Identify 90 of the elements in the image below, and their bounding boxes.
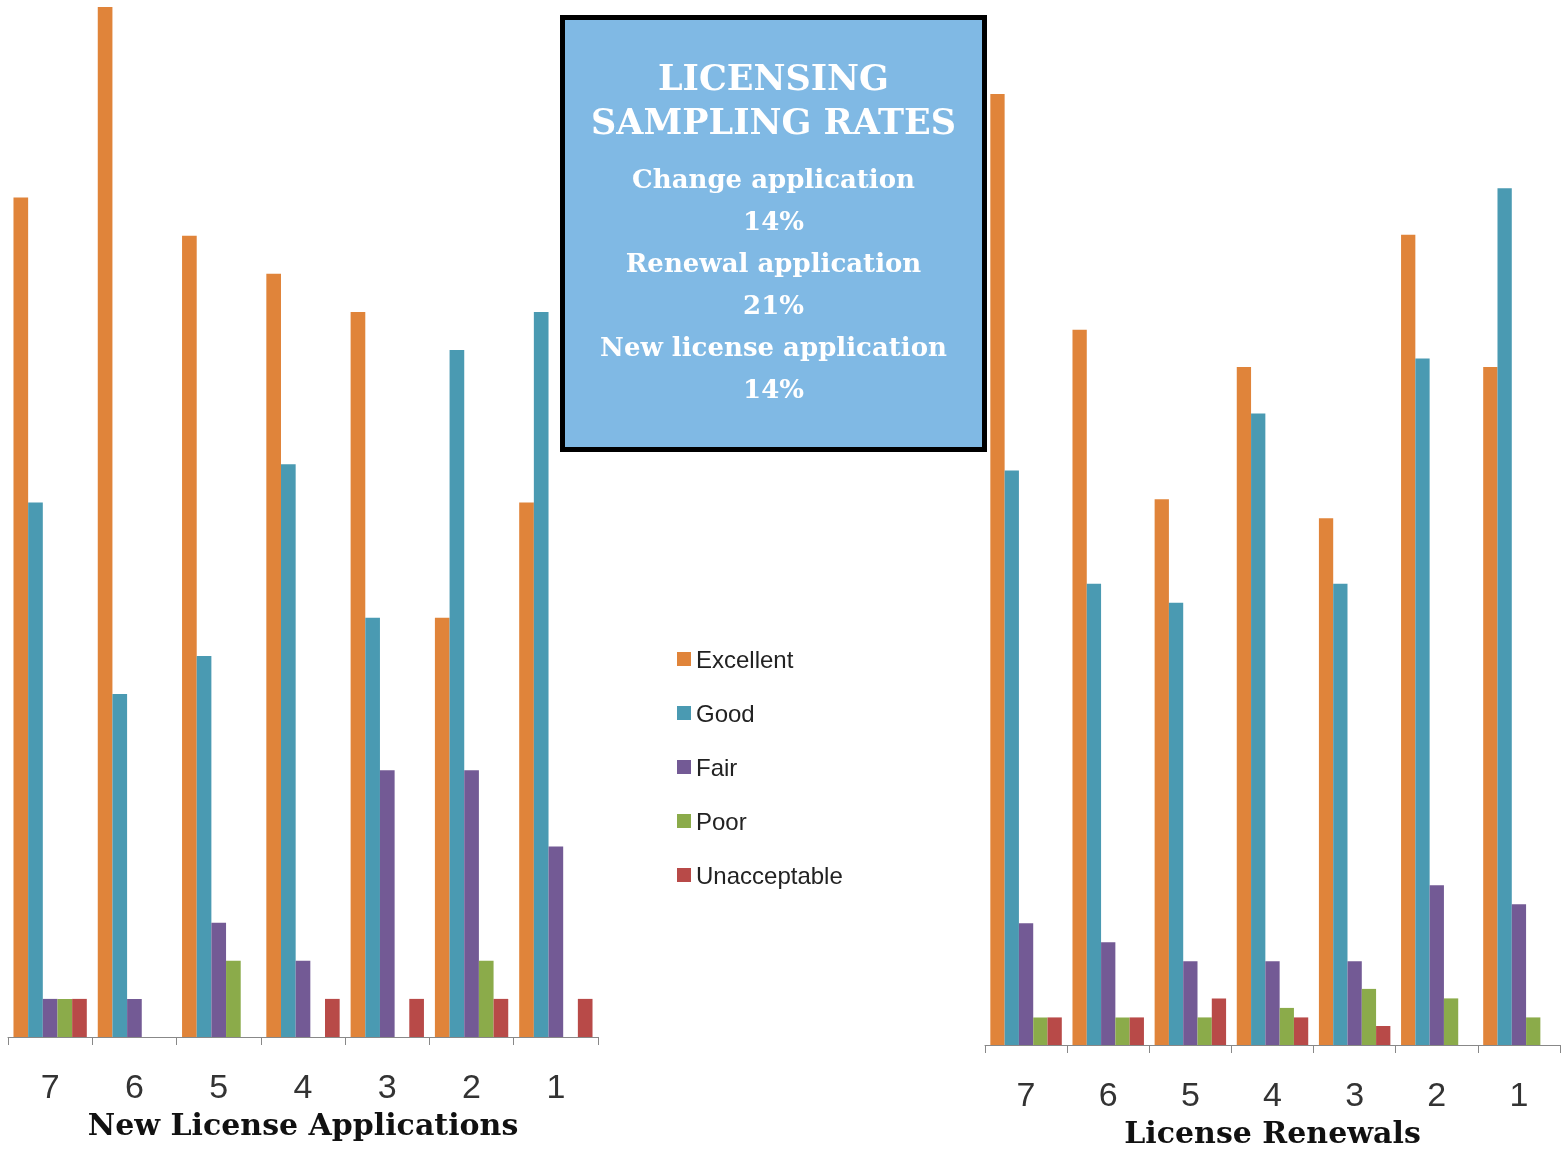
bar	[1511, 904, 1527, 1045]
legend-label: Poor	[696, 807, 747, 835]
bar	[72, 998, 87, 1037]
bar	[1154, 499, 1169, 1045]
bar	[1004, 470, 1019, 1045]
x-tick-label: 7	[1016, 1075, 1036, 1113]
bar	[1293, 1017, 1309, 1045]
bar	[548, 846, 564, 1037]
text: LICENSING SAMPLING RATES	[590, 56, 957, 144]
bar	[1236, 366, 1252, 1045]
legend-label: Good	[696, 699, 755, 727]
x-tick-label: 6	[124, 1067, 144, 1105]
bar	[1526, 1017, 1541, 1045]
bar	[1211, 998, 1227, 1045]
bar	[434, 617, 450, 1037]
text: 14%	[742, 373, 805, 406]
bar	[13, 197, 29, 1037]
bar	[57, 998, 73, 1037]
bar	[281, 464, 296, 1037]
bar	[1265, 961, 1280, 1045]
bar	[28, 502, 43, 1037]
x-tick-label: 5	[1180, 1075, 1200, 1113]
x-axis-title: New License Applications	[87, 1106, 519, 1142]
bar	[464, 770, 479, 1037]
legend-label: Unacceptable	[696, 861, 843, 889]
bar	[379, 770, 395, 1037]
legend-label: Fair	[696, 753, 738, 781]
bar	[1376, 1025, 1391, 1045]
text: 14%	[742, 205, 805, 238]
bar	[1168, 602, 1184, 1045]
bar	[196, 655, 212, 1037]
bar	[325, 998, 340, 1037]
x-tick-label: 4	[293, 1067, 313, 1105]
bar	[365, 617, 380, 1037]
bar	[266, 273, 281, 1037]
x-tick-label: 7	[40, 1067, 60, 1105]
bar	[1429, 885, 1444, 1045]
bar	[350, 311, 366, 1037]
x-tick-label: 2	[462, 1067, 482, 1105]
bar	[990, 94, 1005, 1045]
bar	[533, 311, 549, 1037]
bar	[1101, 942, 1116, 1045]
bar	[1033, 1017, 1048, 1045]
bar	[211, 922, 227, 1037]
bar	[112, 694, 128, 1037]
bar	[1183, 961, 1198, 1045]
bar	[1361, 988, 1377, 1045]
bar	[1018, 923, 1034, 1045]
bar	[1197, 1017, 1212, 1045]
x-tick-label: 1	[1509, 1075, 1529, 1113]
bar	[1251, 413, 1266, 1045]
x-tick-label: 1	[546, 1067, 566, 1105]
bar	[226, 960, 241, 1037]
bar	[1497, 188, 1512, 1045]
bar	[1318, 518, 1334, 1045]
bar	[478, 960, 494, 1037]
x-tick-label: 6	[1098, 1075, 1118, 1113]
text: New license application	[599, 331, 948, 364]
bar	[493, 998, 509, 1037]
bar	[409, 998, 424, 1037]
bar	[1483, 366, 1498, 1045]
bar	[1415, 358, 1430, 1045]
bar	[1072, 329, 1087, 1045]
bar	[1333, 583, 1348, 1045]
bar	[1047, 1017, 1062, 1045]
bar	[97, 7, 113, 1037]
x-tick-label: 2	[1427, 1075, 1447, 1113]
bar	[1129, 1017, 1144, 1045]
text: Change application	[631, 163, 916, 196]
bar	[1086, 583, 1102, 1045]
bar	[42, 998, 58, 1037]
bar	[449, 349, 465, 1037]
bar	[1279, 1007, 1294, 1045]
bar	[1443, 998, 1459, 1045]
x-tick-label: 5	[209, 1067, 229, 1105]
x-tick-label: 3	[1345, 1075, 1365, 1113]
bar	[1115, 1017, 1130, 1045]
x-tick-label: 4	[1263, 1075, 1282, 1113]
text: Renewal application	[624, 247, 923, 280]
x-axis-title: License Renewals	[1124, 1114, 1421, 1150]
bar	[577, 998, 593, 1037]
text: 21%	[742, 289, 805, 322]
bar	[1347, 961, 1362, 1045]
bar	[1401, 234, 1416, 1045]
bar	[127, 998, 142, 1037]
bar	[182, 235, 197, 1037]
x-tick-label: 3	[377, 1067, 397, 1105]
legend-label: Excellent	[696, 645, 794, 673]
bar	[295, 960, 311, 1037]
bar	[519, 502, 534, 1037]
